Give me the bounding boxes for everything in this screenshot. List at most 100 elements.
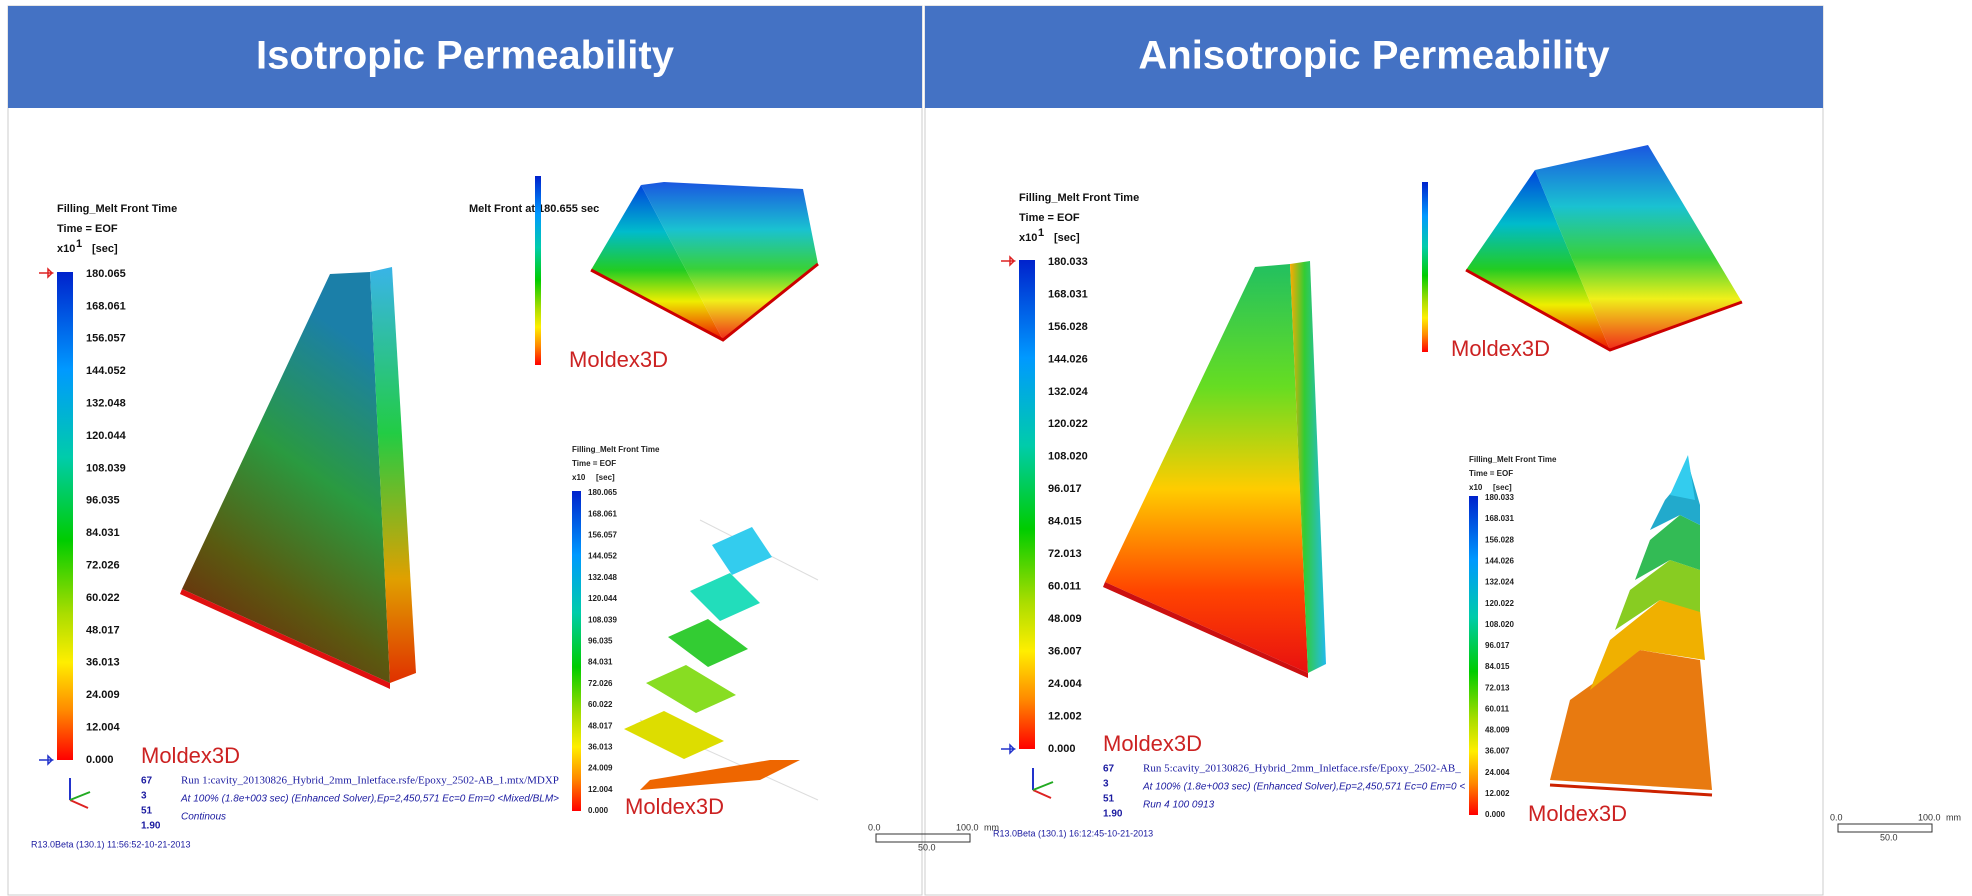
inset-legend-time: Time = EOF — [572, 459, 616, 468]
legend-title: Filling_Melt Front Time — [57, 203, 177, 215]
inset-logo: Moldex3D — [625, 794, 724, 819]
scale-label: 120.022 — [1048, 418, 1088, 430]
slide: Isotropic Permeability Anisotropic Perme… — [0, 0, 1972, 896]
melt-front-label: Melt Front at 180.655 sec — [469, 203, 599, 215]
scale-label: 168.031 — [1048, 288, 1088, 300]
version: R13.0Beta (130.1) 16:12:45-10-21-2013 — [993, 828, 1153, 838]
scale-label: 36.007 — [1048, 646, 1082, 658]
scale-label: 168.061 — [86, 300, 126, 312]
inset-scale-label: 144.026 — [1485, 557, 1514, 566]
panel-title: Anisotropic Permeability — [1138, 34, 1610, 78]
inset-scale-label: 60.022 — [588, 700, 613, 709]
legend-multiplier: x10 — [57, 243, 75, 255]
inset-legend-time: Time = EOF — [1469, 469, 1513, 478]
inset-scale-label: 96.035 — [588, 637, 613, 646]
inset-logo: Moldex3D — [1528, 801, 1627, 826]
inset-scale-label: 0.000 — [588, 806, 609, 815]
scale-label: 60.011 — [1048, 581, 1081, 593]
scale-label: 84.031 — [86, 527, 120, 539]
inset-scale-label: 48.017 — [588, 721, 613, 730]
scale-unit: mm — [1946, 812, 1961, 822]
inset-legend-unit: [sec] — [1493, 483, 1512, 492]
inset-scale-label: 72.026 — [588, 679, 613, 688]
inset-legend-multiplier: x10 — [572, 473, 586, 482]
scale-label: 96.017 — [1048, 483, 1082, 495]
inset-legend-unit: [sec] — [596, 473, 615, 482]
info-number: 51 — [141, 806, 153, 817]
scale-label: 120.044 — [86, 430, 127, 442]
solver-info: At 100% (1.8e+003 sec) (Enhanced Solver)… — [1142, 782, 1465, 793]
scale-end: 100.0 — [1918, 812, 1941, 822]
run-note: Run 4 100 0913 — [1143, 800, 1215, 811]
legend-title: Filling_Melt Front Time — [1019, 192, 1139, 204]
legend-multiplier: x10 — [1019, 232, 1037, 244]
solver-info: At 100% (1.8e+003 sec) (Enhanced Solver)… — [180, 794, 559, 805]
panel-title: Isotropic Permeability — [256, 34, 675, 78]
inset-scale-label: 132.024 — [1485, 578, 1514, 587]
inset-scale-label: 48.009 — [1485, 726, 1510, 735]
scale-label: 180.033 — [1048, 256, 1088, 268]
scale-label: 132.048 — [86, 398, 126, 410]
scale-label: 108.039 — [86, 462, 126, 474]
inset-scale-label: 84.031 — [588, 658, 613, 667]
scale-label: 24.004 — [1048, 678, 1083, 690]
inset-color-bar — [535, 176, 541, 365]
inset-scale-label: 36.007 — [1485, 747, 1510, 756]
inset-color-bar — [1469, 496, 1478, 815]
inset-scale-label: 168.061 — [588, 509, 617, 518]
legend-unit: [sec] — [92, 243, 118, 255]
scale-mid: 50.0 — [918, 842, 936, 852]
inset-scale-label: 156.057 — [588, 531, 617, 540]
scale-label: 180.065 — [86, 268, 126, 280]
inset-scale-label: 96.017 — [1485, 641, 1510, 650]
inset-scale-label: 108.020 — [1485, 620, 1514, 629]
logo: Moldex3D — [1103, 731, 1202, 756]
inset-scale-label: 180.033 — [1485, 493, 1514, 502]
inset-scale-label: 12.002 — [1485, 789, 1510, 798]
info-number: 1.90 — [1103, 809, 1123, 820]
inset-color-bar — [572, 491, 581, 811]
inset-logo: Moldex3D — [569, 347, 668, 372]
legend-time: Time = EOF — [57, 223, 118, 235]
inset-legend-title: Filling_Melt Front Time — [1469, 455, 1557, 464]
inset-legend-multiplier: x10 — [1469, 483, 1483, 492]
inset-scale-label: 120.022 — [1485, 599, 1514, 608]
run-note: Continous — [181, 812, 226, 823]
inset-scale-label: 180.065 — [588, 488, 617, 497]
scale-label: 24.009 — [86, 689, 120, 701]
legend-unit: [sec] — [1054, 232, 1080, 244]
scale-label: 48.017 — [86, 624, 120, 636]
run-info: Run 5:cavity_20130826_Hybrid_2mm_Inletfa… — [1143, 763, 1461, 775]
inset-scale-label: 84.015 — [1485, 662, 1510, 671]
inset-scale-label: 132.048 — [588, 573, 617, 582]
color-bar — [1019, 260, 1035, 749]
inset-scale-label: 144.052 — [588, 552, 617, 561]
info-number: 67 — [141, 776, 153, 787]
inset-legend-title: Filling_Melt Front Time — [572, 445, 660, 454]
legend-exponent: 1 — [76, 238, 82, 250]
info-number: 1.90 — [141, 821, 161, 832]
inset-color-bar — [1422, 182, 1428, 352]
info-number: 3 — [141, 791, 147, 802]
color-bar — [57, 272, 73, 760]
scale-start: 0.0 — [868, 822, 881, 832]
inset-scale-label: 36.013 — [588, 743, 613, 752]
scale-label: 144.052 — [86, 365, 126, 377]
scale-label: 0.000 — [86, 754, 114, 766]
inset-scale-label: 24.009 — [588, 764, 613, 773]
inset-scale-label: 60.011 — [1485, 704, 1510, 713]
info-number: 67 — [1103, 764, 1115, 775]
scale-label: 72.026 — [86, 560, 120, 572]
inset-logo: Moldex3D — [1451, 336, 1550, 361]
info-number: 3 — [1103, 779, 1109, 790]
run-info: Run 1:cavity_20130826_Hybrid_2mm_Inletfa… — [181, 775, 559, 787]
inset-scale-label: 108.039 — [588, 615, 617, 624]
scale-label: 60.022 — [86, 592, 120, 604]
legend-exponent: 1 — [1038, 227, 1044, 239]
legend-time: Time = EOF — [1019, 212, 1080, 224]
scale-label: 108.020 — [1048, 451, 1088, 463]
scale-label: 144.026 — [1048, 353, 1088, 365]
info-number: 51 — [1103, 794, 1115, 805]
scale-mid: 50.0 — [1880, 832, 1898, 842]
scale-end: 100.0 — [956, 822, 979, 832]
